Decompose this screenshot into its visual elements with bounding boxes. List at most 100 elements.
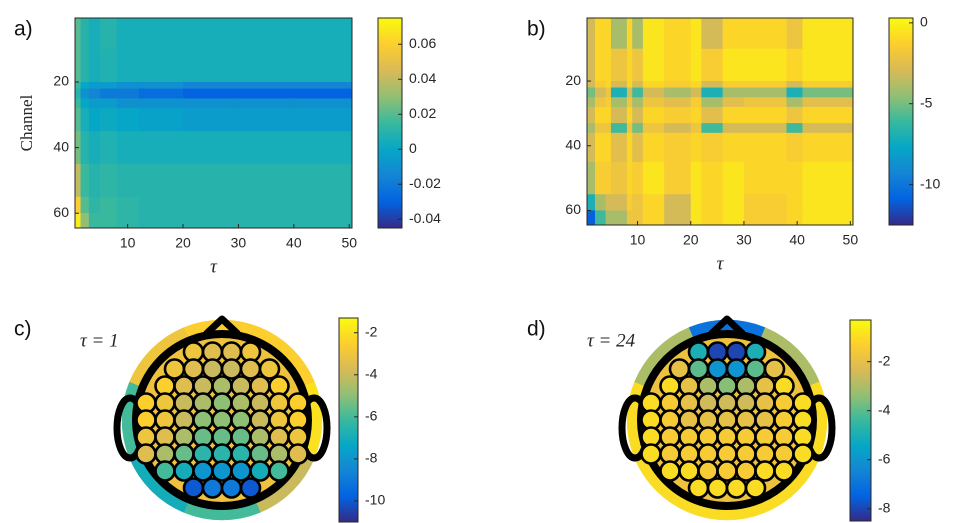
heatmap-cell [802, 97, 854, 108]
heatmap-cell [802, 210, 854, 226]
heatmap-cell [632, 210, 644, 226]
heatmap-cell [116, 131, 140, 165]
heatmap-cell [605, 210, 612, 226]
heatmap-cell [80, 81, 90, 89]
heatmap-cell [99, 88, 117, 99]
heatmap-cell [293, 49, 353, 83]
heatmap-cell [642, 81, 665, 88]
heatmap-cell [116, 18, 140, 50]
heatmap-cell [664, 48, 692, 82]
heatmap-cell [642, 18, 665, 50]
heatmap-cell [632, 161, 644, 195]
colorbar-tick-label: 0.06 [409, 35, 436, 51]
heatmap-cell [99, 108, 117, 132]
heatmap-cell [587, 97, 596, 108]
heatmap-cell [605, 161, 612, 195]
electrode [154, 460, 176, 482]
x-tick-label: 10 [120, 235, 136, 251]
heatmap-cell [743, 161, 787, 195]
heatmap-cell [690, 194, 702, 211]
colorbar-tick-label: -4 [365, 365, 378, 381]
heatmap-cell [632, 48, 644, 82]
heatmap-cell [802, 81, 854, 88]
x-tick-label: 40 [286, 235, 302, 251]
heatmap-cell [80, 98, 90, 109]
heatmap-cell [610, 123, 628, 134]
heatmap-cell [786, 48, 803, 82]
heatmap-cell [690, 48, 702, 82]
axes-frame [74, 17, 353, 229]
heatmap-cell [80, 18, 90, 50]
heatmap-cell [690, 97, 702, 108]
heatmap-cell [701, 48, 724, 82]
heatmap-cell [594, 18, 607, 50]
heatmap-cell [610, 210, 628, 226]
heatmap-cell [183, 213, 239, 229]
nose [708, 315, 746, 337]
heatmap-cell [80, 213, 90, 229]
heatmap-cell [88, 164, 101, 198]
heatmap-cell [587, 161, 596, 195]
heatmap-cell [722, 210, 745, 226]
heatmap-cell [743, 87, 787, 98]
heatmap-cell [632, 81, 644, 88]
heatmap-cell [605, 87, 612, 98]
heatmap-cell [786, 161, 803, 195]
electrode [725, 477, 748, 499]
heatmap-cell [80, 196, 90, 214]
colorbar-tick-label: 0 [409, 140, 417, 156]
heatmap-cell [99, 18, 117, 50]
heatmap-cell [116, 196, 140, 214]
heatmap-cell [183, 131, 239, 165]
colorbar-tick-label: -6 [878, 450, 891, 466]
colorbar-tick-label: -10 [920, 175, 940, 191]
colorbar-tick-label: -2 [365, 323, 378, 339]
heatmap-cell [743, 194, 787, 211]
heatmap-cell [587, 48, 596, 82]
heatmap-cell [701, 87, 724, 98]
heatmap-cell [88, 98, 101, 109]
heatmap-cell [605, 132, 612, 163]
heatmap-cell [626, 132, 633, 163]
x-tick-label: 20 [175, 235, 191, 251]
heatmap-cell [99, 213, 117, 229]
heatmap-cell [743, 123, 787, 134]
heatmap-cell [664, 97, 692, 108]
x-tick-label: 10 [630, 232, 646, 248]
heatmap-cell [605, 123, 612, 134]
heatmap-cell [722, 194, 745, 211]
electrode [201, 477, 224, 499]
heatmap-cell [626, 194, 633, 211]
heatmap-cell [138, 164, 184, 198]
heatmap-cell [238, 49, 295, 83]
heatmap-cell [238, 98, 295, 109]
heatmap-cell [664, 210, 692, 226]
heatmap-cell [605, 18, 612, 50]
heatmap-cell [88, 81, 101, 89]
heatmap-cell [690, 18, 702, 50]
y-tick-label: 40 [565, 136, 581, 152]
heatmap-cell [594, 48, 607, 82]
heatmap-cell [116, 164, 140, 198]
colorbar-tick-label: -8 [878, 499, 891, 515]
colorbar-tick-label: 0.02 [409, 105, 436, 121]
colorbar-tick-label: 0.04 [409, 70, 436, 86]
heatmap-cell [75, 164, 81, 198]
x-tick-label: 40 [789, 232, 805, 248]
heatmap-cell [722, 81, 745, 88]
heatmap-cell [701, 81, 724, 88]
heatmap-cell [293, 108, 353, 132]
heatmap-cell [138, 88, 184, 99]
electrode [687, 477, 710, 499]
heatmap-cell [690, 161, 702, 195]
heatmap-cell [626, 123, 633, 134]
heatmap-cell [701, 123, 724, 134]
heatmap-cell [610, 81, 628, 88]
heatmap-cell [802, 87, 854, 98]
y-tick-label: 60 [53, 204, 69, 220]
colorbar-tick-label: -4 [878, 401, 891, 417]
heatmap-cell [587, 87, 596, 98]
heatmap-cell [642, 132, 665, 163]
heatmap-cell [88, 213, 101, 229]
